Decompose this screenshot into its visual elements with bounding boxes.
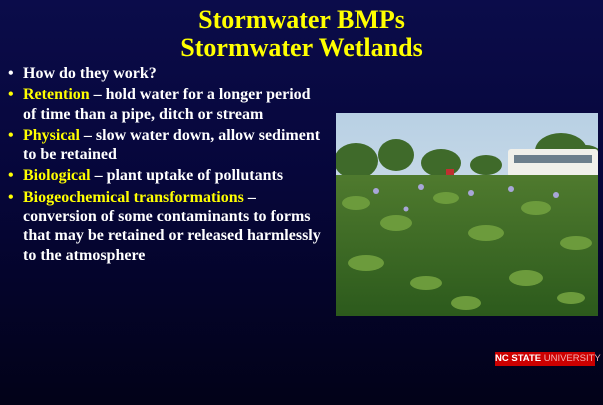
wetland-photo <box>336 113 598 316</box>
bullet-item: Biogeochemical transformations – convers… <box>8 188 326 265</box>
title-line: Stormwater BMPs <box>0 6 603 34</box>
bullet-list: How do they work? Retention – hold water … <box>8 64 326 267</box>
title-line: Stormwater Wetlands <box>0 34 603 62</box>
bullet-term: Biological <box>23 167 91 184</box>
logo-primary: NC STATE <box>495 353 541 364</box>
bullet-text: – plant uptake of pollutants <box>95 167 284 184</box>
bullet-term: Biogeochemical transformations <box>23 189 244 206</box>
bullet-term: Retention <box>23 86 90 103</box>
bullet-item: How do they work? <box>8 64 326 83</box>
slide: Stormwater BMPs Stormwater Wetlands How … <box>0 0 603 405</box>
logo: NC STATE UNIVERSITY <box>495 352 595 366</box>
bullet-item: Retention – hold water for a longer peri… <box>8 85 326 124</box>
logo-secondary: UNIVERSITY <box>544 353 601 364</box>
bullet-item: Physical – slow water down, allow sedime… <box>8 126 326 165</box>
bullet-text: How do they work? <box>23 65 157 82</box>
bullet-term: Physical <box>23 127 80 144</box>
bullet-item: Biological – plant uptake of pollutants <box>8 166 326 185</box>
